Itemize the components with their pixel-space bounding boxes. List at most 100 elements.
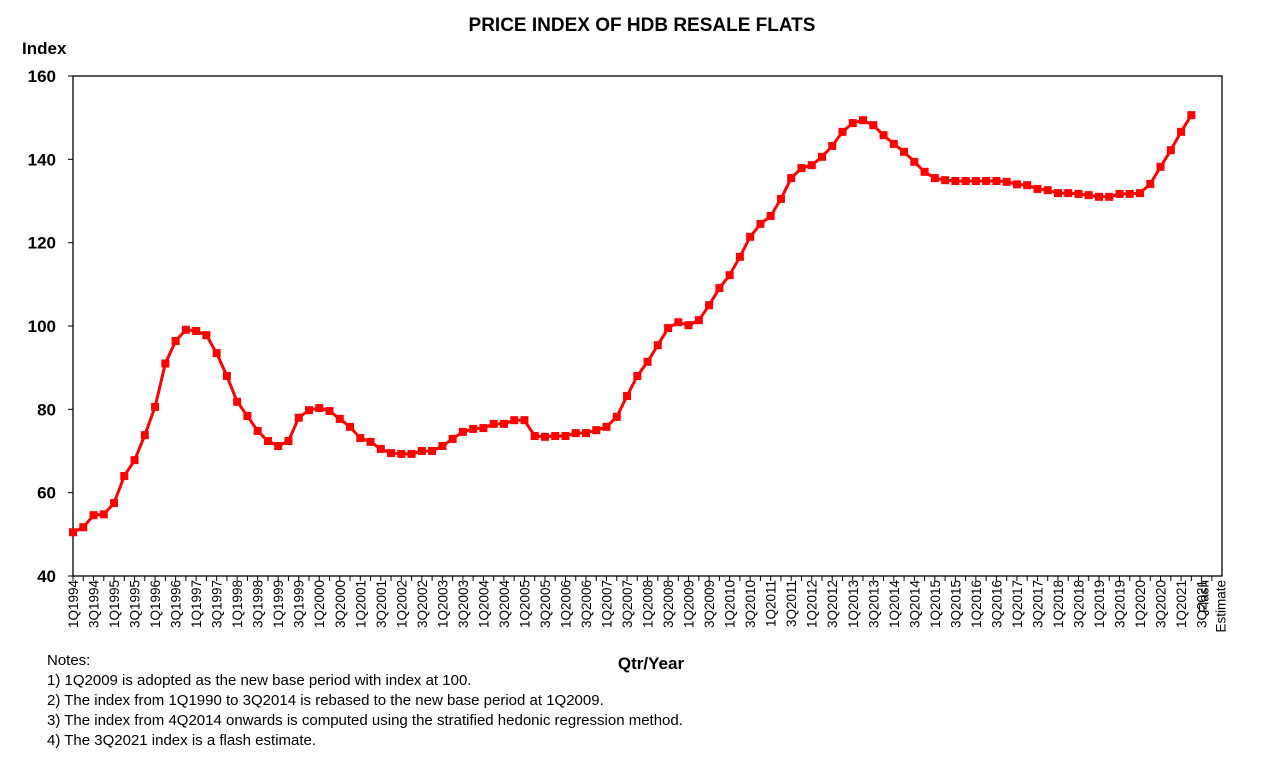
data-point [848, 119, 857, 128]
y-tick-label: 160 [28, 67, 56, 86]
data-point [1146, 179, 1155, 188]
data-point [1053, 189, 1062, 198]
data-point [1095, 192, 1103, 201]
data-point [725, 271, 734, 280]
data-point [110, 499, 119, 508]
data-point [540, 432, 549, 441]
data-point [1115, 189, 1124, 198]
data-point [479, 424, 488, 433]
x-tick-label: 3Q2015 [948, 580, 963, 628]
data-point [900, 147, 909, 156]
plot-area-frame [72, 75, 1223, 577]
data-point [1012, 180, 1021, 189]
data-point [202, 331, 211, 340]
data-point [315, 404, 324, 413]
data-point [776, 194, 785, 203]
data-point [346, 422, 355, 431]
data-point [1125, 189, 1134, 198]
x-tick-label: 1Q1998 [230, 580, 245, 628]
x-tick-label: 1Q1999 [271, 580, 286, 628]
data-point [797, 164, 806, 173]
x-axis-label: Qtr/Year [618, 654, 685, 673]
data-point [510, 416, 519, 425]
data-point [684, 321, 693, 330]
estimate-label: Estimate [1214, 580, 1229, 633]
x-tick-label: 1Q2008 [641, 580, 656, 628]
data-point [1156, 162, 1165, 171]
data-point [787, 174, 796, 183]
data-point [366, 437, 375, 446]
x-tick-label: 1Q2002 [394, 580, 409, 628]
x-tick-label: 3Q2010 [743, 580, 758, 628]
data-point [879, 131, 888, 140]
x-tick-label: 3Q2018 [1071, 580, 1086, 628]
data-point [1064, 189, 1073, 198]
data-point [489, 419, 498, 428]
note-item: 2) The index from 1Q1990 to 3Q2014 is re… [47, 692, 604, 709]
series-line [72, 114, 1193, 534]
data-point [253, 427, 262, 435]
note-item: 1) 1Q2009 is adopted as the new base per… [47, 672, 472, 689]
y-axis-label: Index [22, 39, 67, 58]
data-point [961, 177, 970, 185]
x-tick-label: 1Q2004 [476, 580, 491, 629]
chart-title: PRICE INDEX OF HDB RESALE FLATS [469, 15, 816, 36]
data-point [284, 437, 293, 445]
x-tick-label: 1Q2010 [723, 580, 738, 628]
x-tick-label: 1Q2013 [846, 580, 861, 628]
data-point [623, 392, 632, 400]
data-point [705, 301, 714, 310]
x-tick-label: 1Q2012 [805, 580, 820, 628]
data-point [407, 449, 416, 458]
data-point [1177, 127, 1186, 136]
note-item: 4) The 3Q2021 index is a flash estimate. [47, 732, 317, 749]
x-tick-label: 3Q2005 [538, 580, 553, 628]
data-point [325, 407, 334, 415]
data-point [653, 341, 662, 350]
data-point [817, 152, 826, 161]
data-point [274, 442, 283, 450]
x-tick-label: 1Q2011 [764, 580, 779, 627]
data-point [1023, 181, 1032, 190]
data-point [1166, 146, 1175, 155]
data-point [1002, 177, 1011, 186]
notes-heading: Notes: [47, 652, 91, 669]
data-point [582, 429, 590, 438]
data-point [612, 412, 621, 421]
data-point [304, 406, 313, 415]
data-point [951, 177, 960, 185]
data-point [499, 419, 508, 428]
data-point [746, 232, 755, 241]
data-point [89, 511, 98, 520]
y-tick-label: 40 [37, 567, 56, 586]
notes-block: Notes: 1) 1Q2009 is adopted as the new b… [47, 651, 683, 751]
data-point [356, 434, 365, 443]
data-point [694, 316, 703, 325]
data-point [1074, 189, 1083, 198]
x-tick-label: 1Q1994 [66, 580, 81, 629]
data-point [859, 116, 868, 125]
x-tick-label: 1Q2021 [1174, 580, 1189, 628]
x-tick-label: 1Q2007 [600, 580, 615, 628]
data-point [756, 219, 765, 228]
y-tick-label: 100 [28, 317, 56, 336]
x-tick-label: 3Q2007 [620, 580, 635, 628]
data-point [428, 447, 437, 455]
data-point [941, 176, 950, 185]
note-item: 3) The index from 4Q2014 onwards is comp… [47, 712, 683, 729]
data-point [930, 174, 939, 183]
x-tick-label: 3Q1994 [87, 580, 102, 629]
data-point [438, 442, 447, 450]
x-tick-label: 3Q1997 [210, 580, 225, 628]
x-tick-label: 3Q2000 [333, 580, 348, 628]
data-point [130, 456, 139, 465]
data-point [335, 414, 344, 423]
x-tick-label: 3Q1998 [251, 580, 266, 628]
data-point [602, 422, 611, 431]
data-point [766, 212, 775, 220]
x-tick-label: 1Q2000 [312, 580, 327, 628]
data-point [120, 472, 129, 480]
x-tick-label: 1Q2015 [928, 580, 943, 628]
data-point [376, 444, 385, 453]
